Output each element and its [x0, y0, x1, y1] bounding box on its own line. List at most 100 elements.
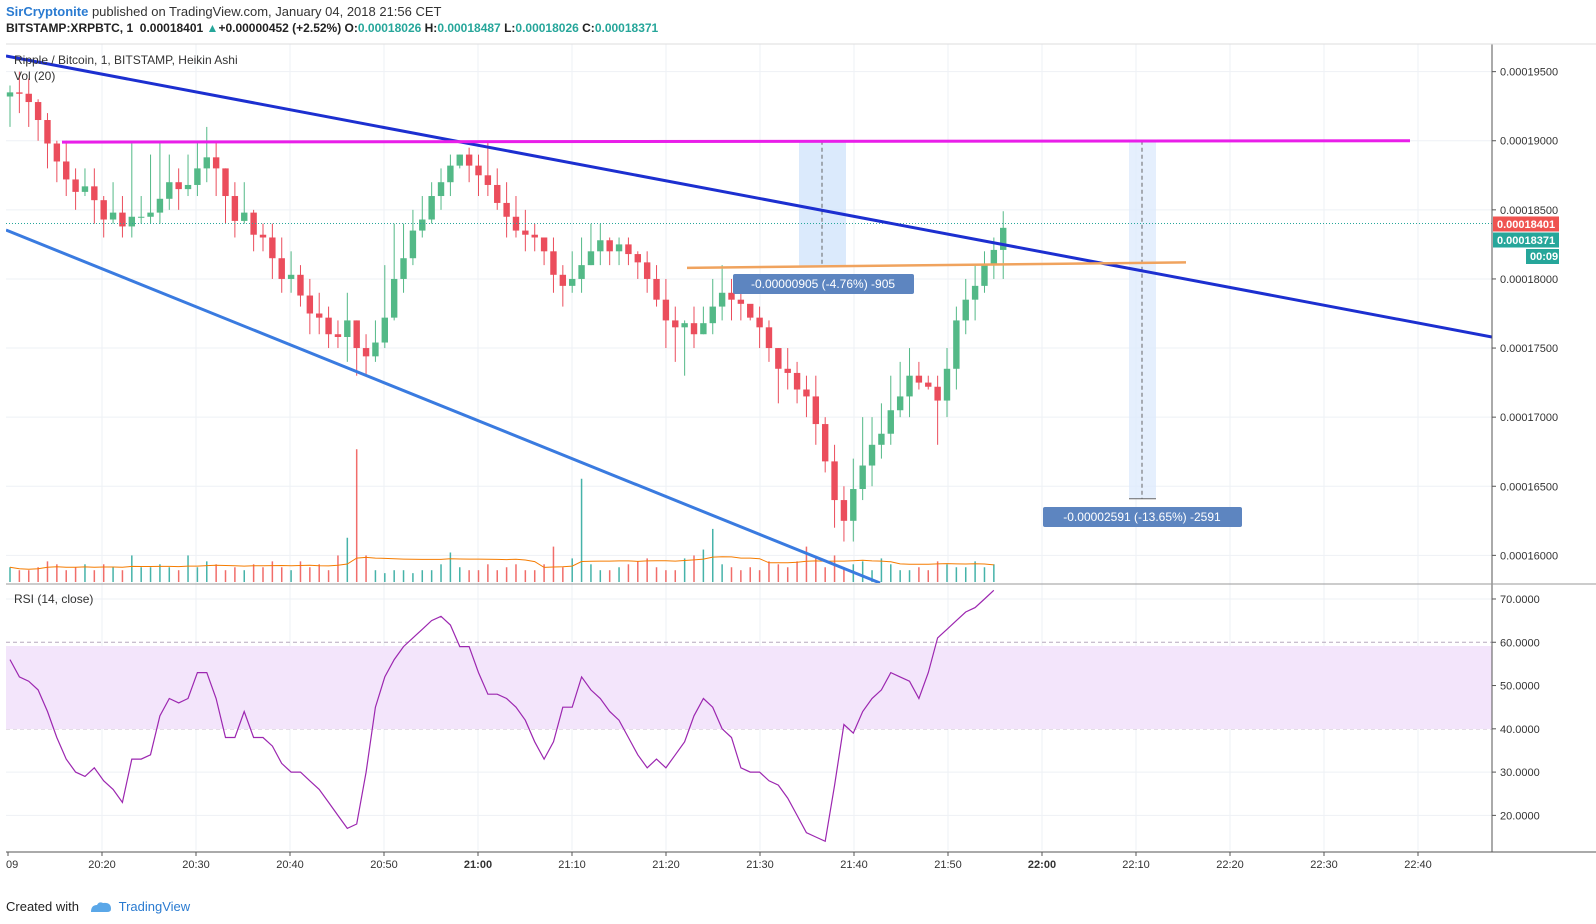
candle-body: [718, 292, 726, 307]
volume-bar: [318, 564, 320, 582]
candle-body: [53, 143, 61, 162]
candle-body: [334, 334, 342, 337]
candle-body: [465, 154, 473, 166]
time-tick-label: 09: [6, 859, 18, 871]
candle-body: [503, 202, 510, 217]
volume-bar: [908, 570, 911, 582]
volume-bar: [824, 567, 826, 582]
close-label: C:: [582, 21, 595, 35]
resistance-line[interactable]: [61, 139, 1411, 144]
volume-legend: Vol (20): [14, 69, 55, 83]
candle-body: [25, 93, 32, 103]
candle-body: [100, 200, 107, 220]
volume-bar: [299, 561, 302, 582]
volume-bar: [112, 567, 114, 582]
author-link[interactable]: SirCryptonite: [6, 4, 89, 19]
candle-body: [550, 251, 557, 275]
candle-body: [325, 317, 332, 335]
close-price-badge-bg: [1493, 232, 1559, 248]
candle-body: [16, 92, 23, 94]
candle-body: [428, 196, 435, 220]
volume-bar: [18, 570, 21, 582]
rsi-pane: [9, 589, 995, 843]
measure-tools[interactable]: [799, 140, 1156, 500]
candle-body: [212, 157, 220, 169]
time-tick-label: 22:00: [1028, 859, 1056, 871]
volume-bar: [84, 564, 86, 582]
volume-bar: [393, 570, 395, 582]
candle-body: [747, 303, 754, 318]
volume-bar: [543, 564, 545, 582]
lower-channel-line[interactable]: [6, 228, 881, 583]
volume-bar: [740, 570, 742, 582]
price-tick-label: 0.00016000: [1500, 550, 1558, 562]
volume-bar: [440, 564, 442, 582]
volume-bar: [580, 478, 583, 582]
grid-lines: [6, 44, 1492, 850]
volume-bar: [430, 570, 433, 582]
candle-body: [775, 348, 782, 369]
rsi-tick-label: 40.0000: [1500, 724, 1540, 736]
rsi-band: [6, 646, 1492, 729]
candle-body: [559, 274, 567, 286]
candle-body: [119, 212, 126, 227]
countdown-badge: 00:09: [1530, 251, 1558, 263]
high-value: 0.00018487: [437, 21, 501, 35]
candle-body: [522, 230, 529, 235]
candle-body: [540, 237, 548, 252]
volume-bar: [964, 567, 967, 582]
up-arrow-icon: ▲: [206, 21, 219, 35]
candle-body: [362, 348, 370, 357]
pane-frame: [6, 43, 1596, 853]
tradingview-logo-icon[interactable]: [89, 901, 113, 916]
candle-body: [91, 186, 98, 201]
candle-body: [662, 299, 670, 321]
candle-body: [700, 323, 707, 335]
volume-bar: [234, 567, 236, 582]
volume-bar: [252, 564, 255, 582]
volume-bar: [224, 570, 227, 582]
candle-body: [241, 212, 248, 221]
candle-body: [81, 186, 89, 192]
candle-body: [34, 102, 42, 121]
volume-bar: [927, 570, 930, 582]
candle-body: [287, 274, 295, 279]
volume-bar: [421, 570, 424, 582]
candle-body: [297, 274, 304, 296]
candle-body: [109, 212, 117, 220]
candle-body: [250, 212, 257, 235]
volume-bar: [149, 567, 152, 582]
neckline[interactable]: [686, 261, 1187, 270]
volume-bar: [515, 564, 517, 582]
candle-body: [569, 278, 576, 286]
volume-bar: [768, 561, 770, 582]
volume-bar: [56, 564, 58, 582]
footer: Created with TradingView: [6, 899, 190, 916]
volume-bar: [786, 567, 789, 582]
candle-body: [137, 216, 145, 218]
measure-short-area[interactable]: [799, 140, 846, 267]
tradingview-link[interactable]: TradingView: [118, 899, 191, 914]
rsi-tick-label: 30.0000: [1500, 767, 1540, 779]
candle-body: [44, 120, 51, 144]
volume-bar: [524, 570, 527, 582]
volume-bar: [974, 561, 976, 582]
trend-drawings[interactable]: [6, 54, 1492, 583]
volume-bar: [374, 570, 377, 582]
candle-body: [840, 500, 848, 521]
time-tick-label: 20:50: [370, 859, 398, 871]
candle-body: [512, 216, 520, 231]
measure-long-label: -0.00002591 (-13.65%) -2591: [1063, 510, 1221, 524]
volume-bar: [37, 567, 39, 582]
price-tick-label: 0.00017500: [1500, 343, 1558, 355]
volume-bar: [562, 567, 564, 582]
volume-bar: [309, 567, 311, 582]
volume-bar: [365, 555, 367, 582]
descending-trendline[interactable]: [6, 54, 1492, 339]
time-tick-label: 20:40: [276, 859, 304, 871]
volume-bar: [459, 567, 461, 582]
volume-bar: [9, 567, 11, 582]
candle-body: [400, 258, 407, 279]
candle-body: [812, 396, 820, 425]
